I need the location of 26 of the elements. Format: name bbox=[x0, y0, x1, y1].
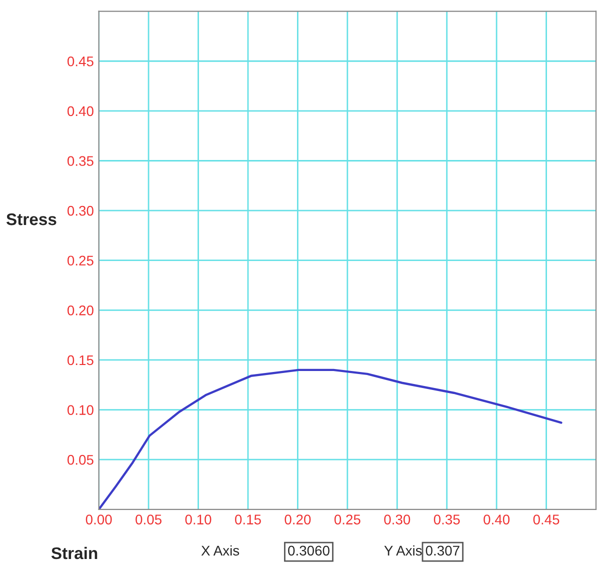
y-tick-label: 0.40 bbox=[67, 106, 94, 116]
x-tick-label: 0.10 bbox=[185, 514, 212, 524]
y-axis-title: Stress bbox=[6, 213, 56, 226]
y-tick-label: 0.30 bbox=[67, 206, 94, 216]
y-tick-label: 0.25 bbox=[67, 256, 94, 266]
x-tick-label: 0.15 bbox=[235, 514, 261, 524]
x-tick-label: 0.05 bbox=[136, 514, 162, 524]
x-tick-label: 0.00 bbox=[86, 514, 112, 524]
y-tick-label: 0.45 bbox=[67, 56, 94, 66]
y-tick-label: 0.05 bbox=[67, 454, 94, 465]
x-axis-title: Strain bbox=[51, 546, 98, 560]
x-tick-label: 0.20 bbox=[284, 514, 311, 524]
text: 0.3060 bbox=[288, 546, 330, 556]
x-tick-label: 0.30 bbox=[384, 514, 410, 524]
x-tick-label: 0.40 bbox=[484, 514, 510, 524]
line-series bbox=[98, 368, 562, 510]
y-tick-label: 0.35 bbox=[67, 156, 94, 166]
x-tick-label: 0.35 bbox=[434, 514, 460, 524]
text: 0.307 bbox=[426, 546, 460, 556]
text: X Axis bbox=[201, 545, 240, 556]
y-tick-label: 0.15 bbox=[67, 355, 94, 366]
x-tick-label: 0.45 bbox=[533, 514, 560, 524]
text: Y Axis bbox=[384, 545, 422, 556]
y-tick-label: 0.10 bbox=[67, 405, 94, 415]
y-tick-label: 0.20 bbox=[67, 306, 94, 316]
x-tick-label: 0.25 bbox=[334, 514, 360, 524]
